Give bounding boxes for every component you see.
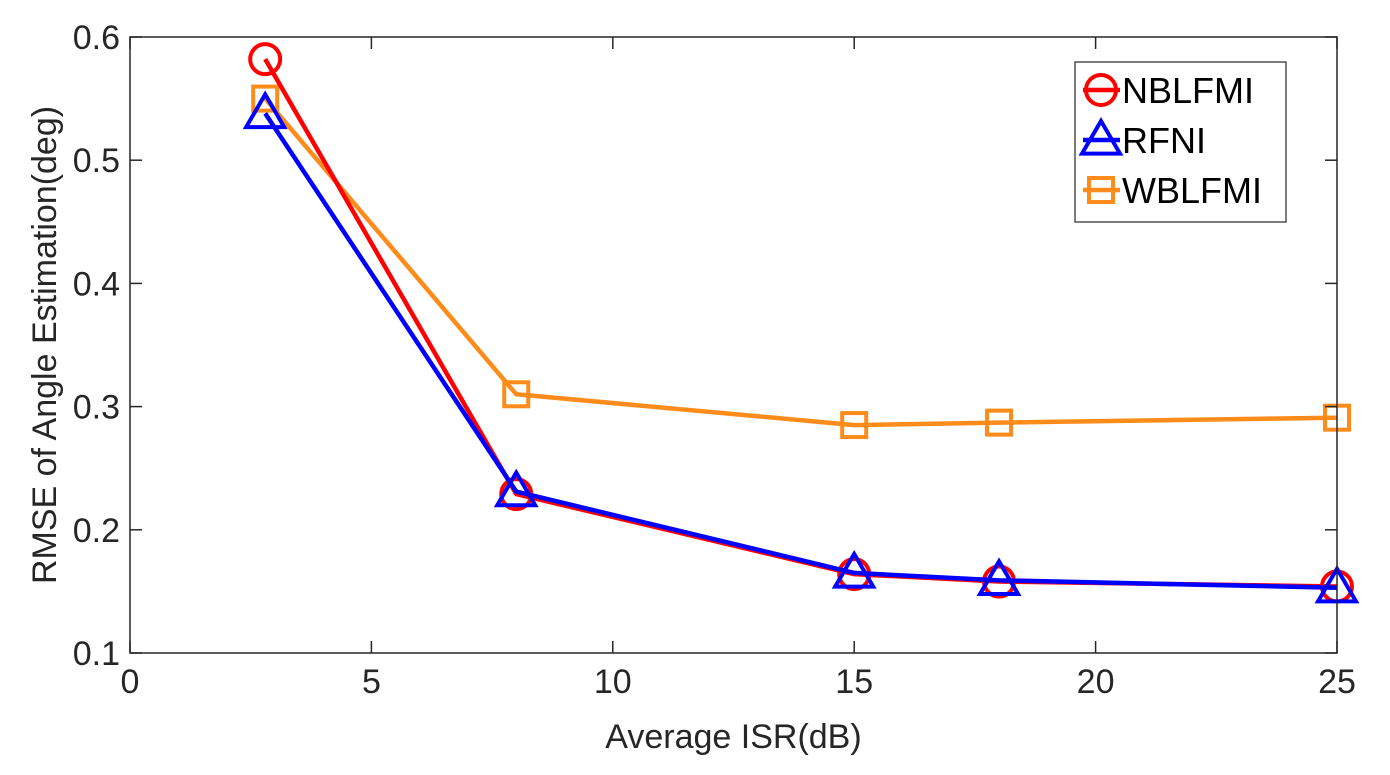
legend-label: WBLFMI xyxy=(1122,170,1262,211)
x-tick-label: 0 xyxy=(121,663,140,701)
y-tick-label: 0.5 xyxy=(73,142,120,180)
legend-marker-circle xyxy=(1084,73,1118,107)
series-line-rfni xyxy=(263,112,1338,590)
data-point-rfni xyxy=(831,549,877,589)
series-layer xyxy=(242,42,1360,604)
x-tick-label: 15 xyxy=(835,663,873,701)
x-axis-label: Average ISR(dB) xyxy=(605,718,861,756)
y-tick-label: 0.3 xyxy=(73,389,120,427)
legend-item-nblfmi: NBLFMI xyxy=(1083,70,1254,111)
legend-item-wblfmi: WBLFMI xyxy=(1083,170,1262,211)
series-line-wblfmi xyxy=(263,97,1338,428)
data-point-rfni xyxy=(493,468,539,508)
series-rfni xyxy=(242,90,1360,604)
plot-frame xyxy=(129,36,1338,654)
x-axis: 0 5 10 15 20 25 xyxy=(121,37,1356,701)
x-tick-label: 25 xyxy=(1318,663,1356,701)
legend-marker-square xyxy=(1087,176,1115,204)
legend-label: RFNI xyxy=(1122,120,1206,161)
legend: NBLFMI RFNI WBLFMI xyxy=(1074,61,1287,223)
y-tick-label: 0.2 xyxy=(73,512,120,550)
data-point-wblfmi xyxy=(840,411,869,440)
data-point-wblfmi xyxy=(251,84,280,113)
y-axis-label: RMSE of Angle Estimation(deg) xyxy=(26,106,64,584)
x-tick-label: 10 xyxy=(594,663,632,701)
legend-marker-triangle xyxy=(1078,117,1124,156)
y-axis: 0.1 0.2 0.3 0.4 0.5 0.6 xyxy=(73,19,1337,673)
y-tick-label: 0.4 xyxy=(73,265,120,303)
data-point-rfni xyxy=(976,557,1022,596)
y-tick-label: 0.1 xyxy=(73,635,120,673)
data-point-nblfmi xyxy=(248,42,283,77)
legend-item-rfni: RFNI xyxy=(1078,117,1206,161)
x-tick-label: 20 xyxy=(1077,663,1115,701)
legend-items: NBLFMI RFNI WBLFMI xyxy=(1078,70,1262,211)
y-tick-label: 0.6 xyxy=(73,19,120,57)
legend-label: NBLFMI xyxy=(1122,70,1254,111)
data-point-wblfmi xyxy=(502,380,531,409)
data-point-wblfmi xyxy=(985,408,1014,437)
x-tick-label: 5 xyxy=(362,663,381,701)
series-wblfmi xyxy=(251,84,1351,440)
data-point-rfni xyxy=(242,90,288,130)
